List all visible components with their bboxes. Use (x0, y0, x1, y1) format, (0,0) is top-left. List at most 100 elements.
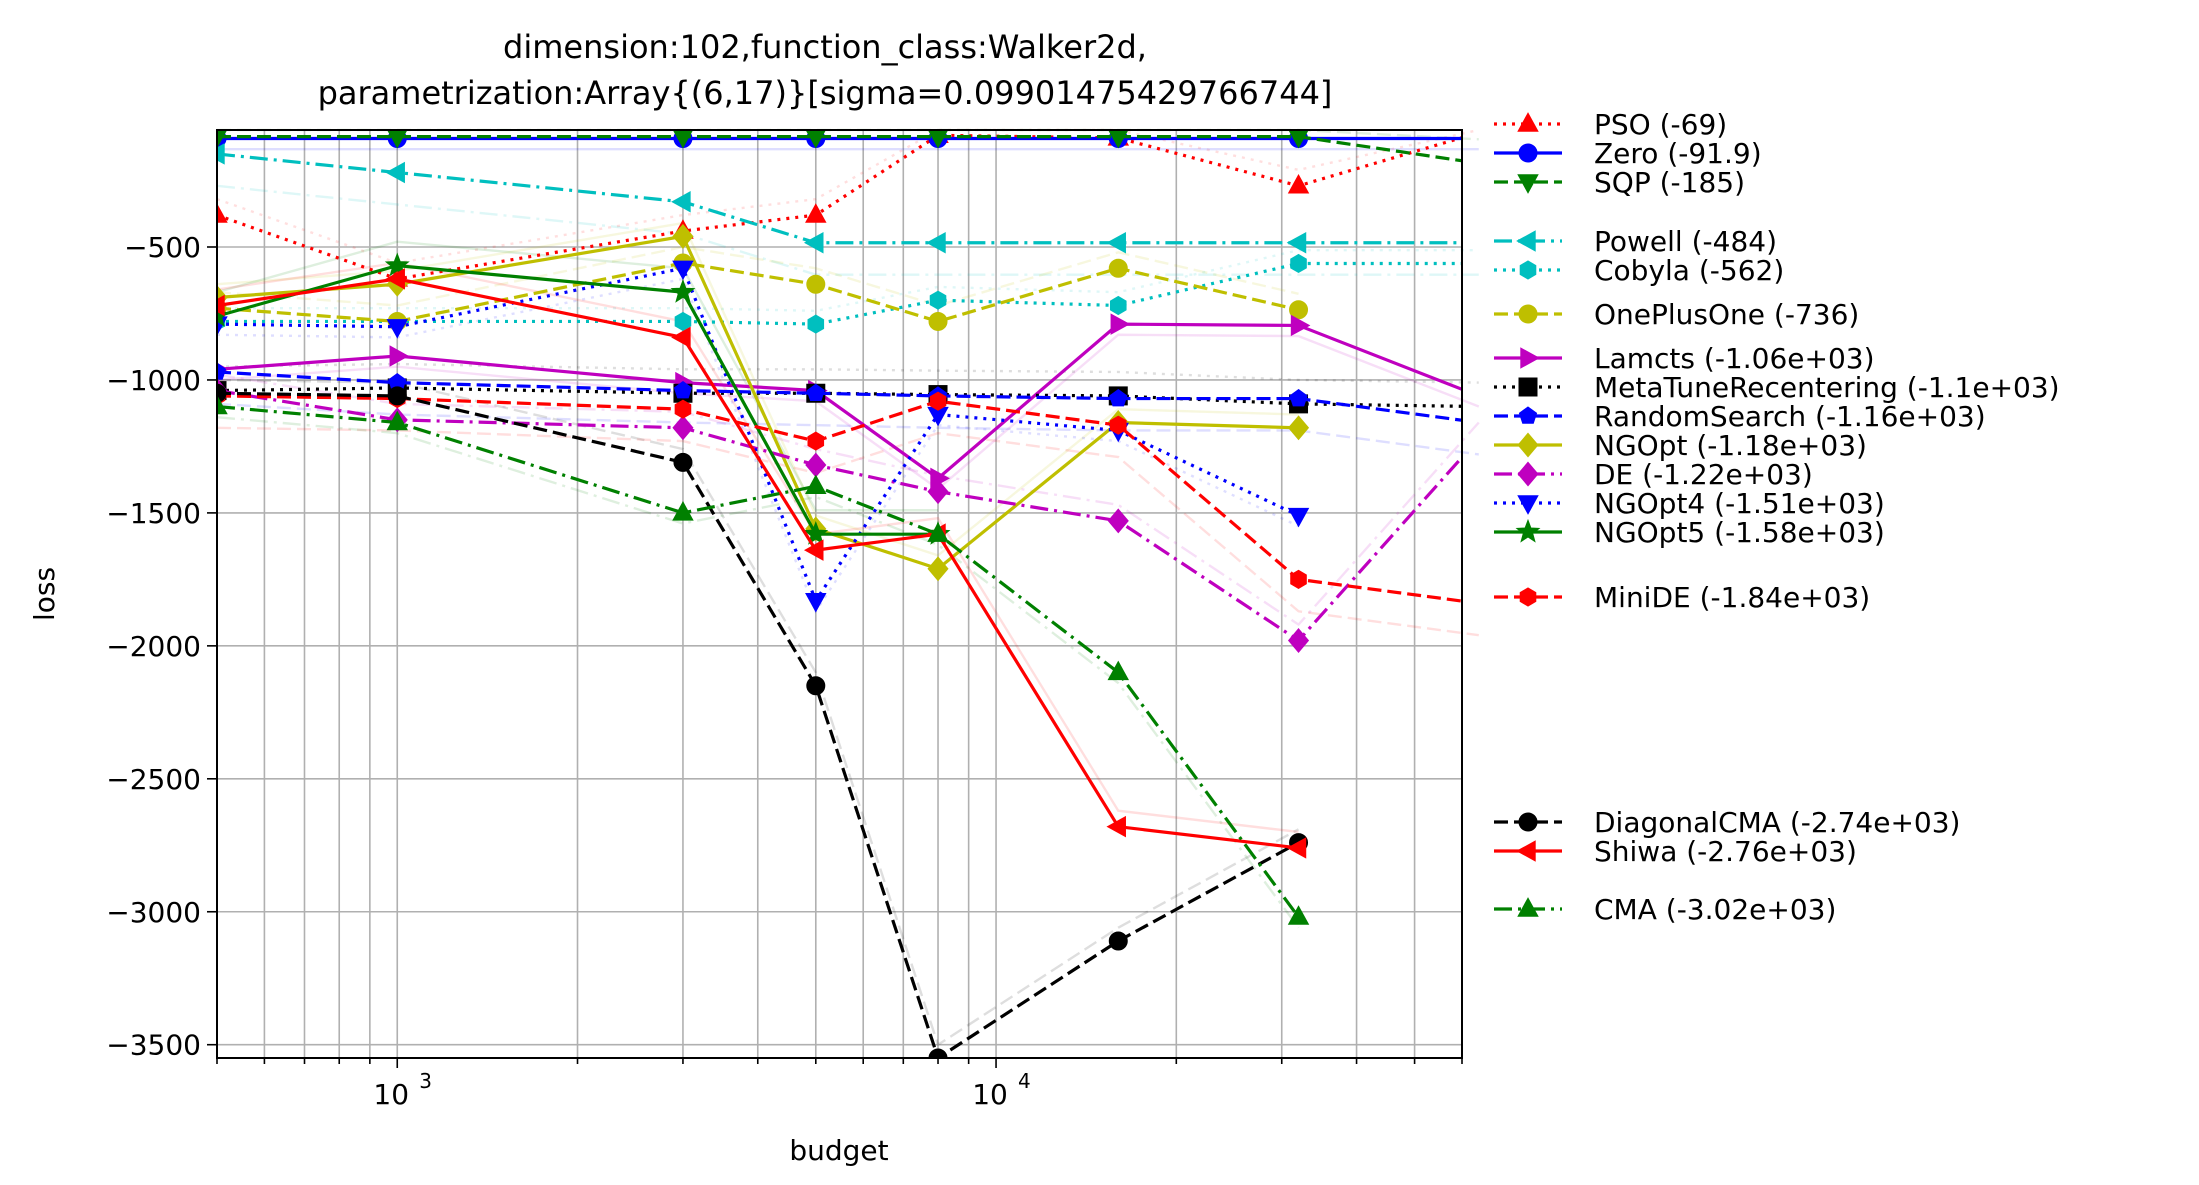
background-trace (216, 426, 1479, 637)
legend-entry: DE (-1.22e+03) (1494, 458, 1813, 491)
data-point (672, 223, 694, 249)
legend-entry: PSO (-69) (1494, 108, 1727, 141)
legend-label: RandomSearch (-1.16e+03) (1594, 400, 1986, 433)
data-point (1517, 461, 1539, 487)
legend-entry: NGOpt (-1.18e+03) (1494, 429, 1867, 462)
legend-label: NGOpt (-1.18e+03) (1594, 429, 1867, 462)
legend-entry: Powell (-484) (1494, 225, 1777, 258)
legend-label: OnePlusOne (-736) (1594, 298, 1859, 331)
x-axis-label: budget (789, 1134, 888, 1167)
data-point (803, 521, 829, 545)
data-point (806, 676, 826, 696)
data-point (671, 191, 691, 213)
series-minide (217, 386, 1462, 603)
data-point (1107, 508, 1129, 534)
legend-entry: Cobyla (-562) (1494, 254, 1784, 287)
legend-label: Zero (-91.9) (1594, 137, 1762, 170)
data-point (1518, 377, 1538, 397)
data-point (1516, 840, 1536, 862)
background-trace (217, 248, 1479, 313)
data-point (385, 268, 405, 290)
data-point (927, 479, 949, 505)
series-sqp (217, 130, 1489, 174)
data-point (674, 311, 692, 332)
data-point (217, 130, 228, 149)
legend-entry: RandomSearch (-1.16e+03) (1494, 400, 1986, 433)
legend-entry: NGOpt4 (-1.51e+03) (1494, 487, 1885, 520)
series-line (217, 370, 1462, 422)
data-point (803, 539, 824, 561)
data-point (1109, 415, 1127, 435)
data-point (1106, 815, 1126, 838)
data-point (1519, 587, 1537, 607)
data-point (1109, 295, 1127, 316)
data-point (1107, 660, 1130, 681)
data-point (806, 383, 825, 402)
data-point (927, 556, 949, 582)
plot-frame (216, 129, 1463, 1059)
data-point (672, 415, 694, 441)
data-point (217, 383, 227, 403)
y-axis: −500 −1000 −1500 −2000 −2500 −3000 −3500 (106, 231, 217, 1062)
y-tick-label: −2500 (106, 763, 201, 796)
data-point (672, 130, 694, 149)
chart-title-line2: parametrization:Array{(6,17)}[sigma=0.09… (318, 74, 1333, 112)
data-point (806, 274, 826, 294)
x-axis: 10 3 10 4 (216, 1058, 1463, 1111)
legend-label: MiniDE (-1.84e+03) (1594, 581, 1870, 614)
data-point (217, 394, 228, 415)
data-point (1286, 837, 1307, 859)
data-point (927, 130, 949, 149)
y-tick-label: −500 (124, 231, 201, 264)
data-point (805, 592, 827, 613)
data-point (385, 161, 405, 184)
data-point (1287, 507, 1310, 528)
data-point (217, 362, 227, 380)
data-point (807, 431, 825, 451)
legend-entry: NGOpt5 (-1.58e+03) (1494, 516, 1885, 549)
series-cma (217, 394, 1310, 925)
legend-label: Lamcts (-1.06e+03) (1594, 342, 1875, 375)
data-point (674, 399, 692, 419)
data-point (672, 501, 694, 521)
legend-label: Cobyla (-562) (1594, 254, 1784, 287)
data-point (928, 311, 948, 331)
x-tick-exponent: 3 (419, 1069, 432, 1093)
y-tick-label: −3000 (106, 896, 201, 929)
data-point (1288, 130, 1309, 149)
data-point (1517, 495, 1539, 515)
data-point (1471, 254, 1487, 272)
data-point (1106, 231, 1126, 254)
data-point (1109, 388, 1128, 407)
data-point (386, 410, 409, 431)
legend-label: DiagonalCMA (-2.74e+03) (1594, 806, 1960, 839)
data-point (673, 380, 693, 399)
data-point (1286, 231, 1307, 254)
data-point (1290, 569, 1307, 589)
legend-label: MetaTuneRecentering (-1.1e+03) (1594, 371, 2060, 404)
y-tick-label: −1000 (106, 364, 201, 397)
legend-entry: MetaTuneRecentering (-1.1e+03) (1494, 371, 2060, 404)
legend-entry: OnePlusOne (-736) (1494, 298, 1859, 331)
legend-entry: MiniDE (-1.84e+03) (1494, 581, 1870, 614)
background-trace (216, 333, 1480, 491)
data-point (389, 345, 410, 367)
data-point (1469, 156, 1489, 174)
series-line (217, 152, 1462, 245)
data-point (1517, 174, 1539, 194)
data-point (927, 522, 949, 542)
data-point (1108, 130, 1129, 149)
y-axis-label: loss (28, 567, 61, 621)
data-point (1518, 304, 1538, 324)
data-point (805, 452, 827, 478)
legend-label: DE (-1.22e+03) (1594, 458, 1813, 491)
background-trace (216, 362, 1479, 384)
legend-entry: SQP (-185) (1494, 166, 1745, 199)
data-point (1516, 230, 1536, 252)
data-point (1289, 300, 1309, 320)
data-point (217, 294, 225, 317)
data-point (1518, 406, 1538, 424)
data-point (1289, 388, 1308, 407)
data-point (670, 279, 696, 303)
data-point (671, 326, 691, 349)
